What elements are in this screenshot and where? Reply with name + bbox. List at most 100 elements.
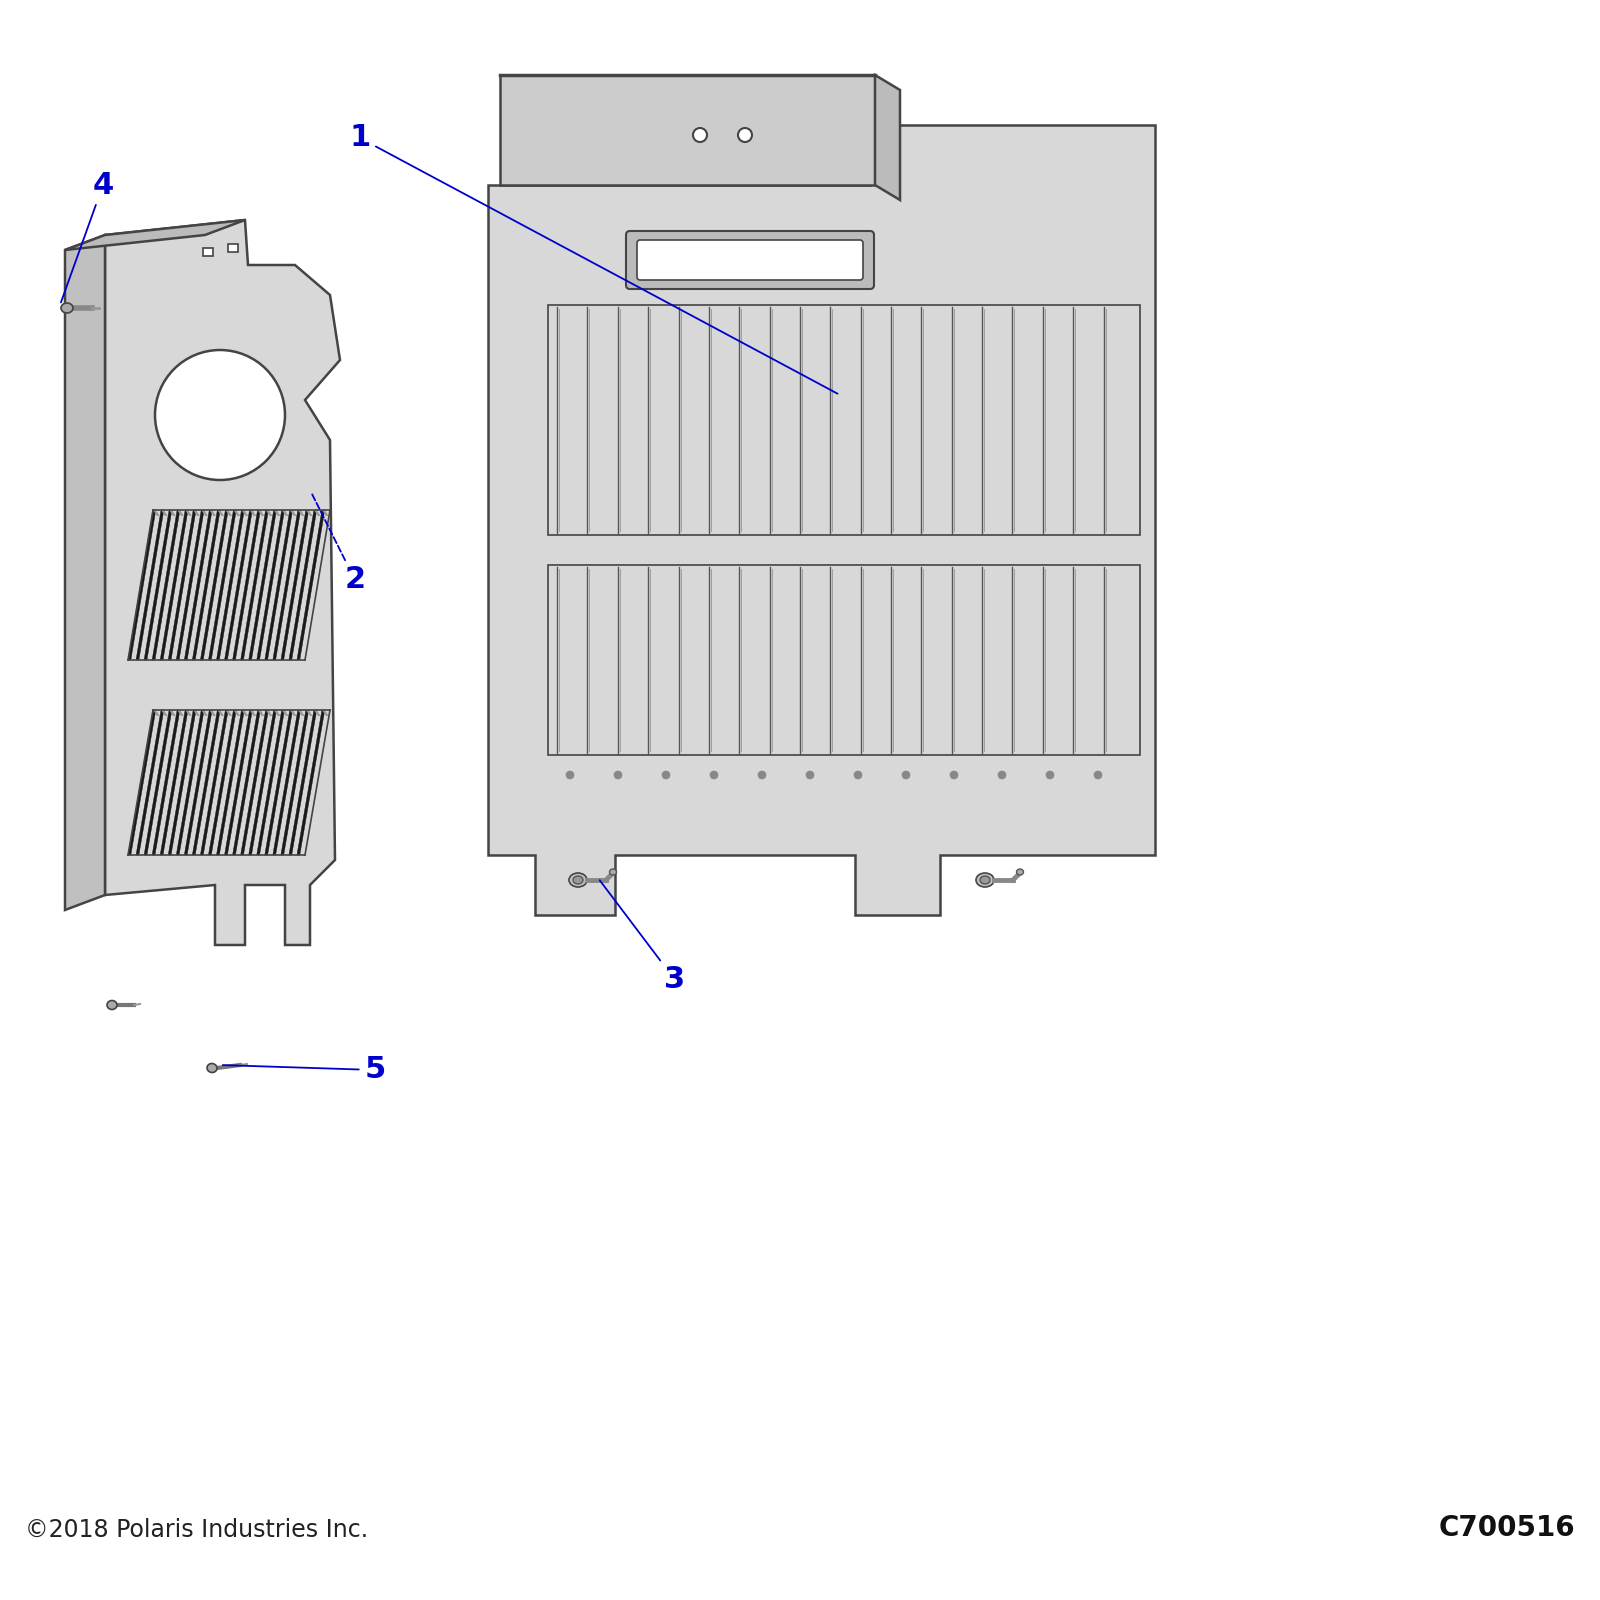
Circle shape — [155, 350, 285, 480]
Polygon shape — [186, 510, 192, 515]
Text: 2: 2 — [312, 493, 365, 595]
Polygon shape — [66, 219, 245, 250]
Polygon shape — [176, 710, 205, 854]
Polygon shape — [184, 710, 213, 854]
Polygon shape — [314, 510, 320, 515]
Polygon shape — [168, 510, 197, 659]
Polygon shape — [234, 710, 240, 717]
Text: ©2018 Polaris Industries Inc.: ©2018 Polaris Industries Inc. — [26, 1518, 368, 1542]
Circle shape — [1094, 771, 1102, 779]
Text: 1: 1 — [349, 123, 837, 394]
Polygon shape — [298, 710, 304, 717]
Circle shape — [662, 771, 670, 779]
Polygon shape — [242, 510, 248, 515]
Polygon shape — [274, 510, 301, 659]
Polygon shape — [232, 710, 261, 854]
Polygon shape — [128, 710, 155, 854]
Polygon shape — [248, 510, 277, 659]
Polygon shape — [210, 710, 216, 717]
Polygon shape — [274, 710, 301, 854]
Polygon shape — [152, 710, 179, 854]
Polygon shape — [290, 510, 296, 515]
Polygon shape — [256, 510, 285, 659]
Polygon shape — [282, 710, 288, 717]
Polygon shape — [218, 710, 224, 717]
Circle shape — [738, 128, 752, 142]
Polygon shape — [66, 235, 106, 910]
Polygon shape — [306, 510, 312, 515]
Polygon shape — [200, 710, 229, 854]
Bar — [547, 306, 1139, 534]
Polygon shape — [224, 510, 253, 659]
Polygon shape — [224, 710, 253, 854]
Circle shape — [693, 128, 707, 142]
Polygon shape — [136, 710, 163, 854]
Polygon shape — [210, 510, 216, 515]
Polygon shape — [216, 710, 245, 854]
Ellipse shape — [1016, 869, 1024, 875]
Polygon shape — [128, 510, 155, 659]
Polygon shape — [154, 510, 160, 515]
Bar — [229, 243, 238, 251]
Polygon shape — [232, 510, 261, 659]
FancyBboxPatch shape — [637, 240, 862, 280]
Circle shape — [998, 771, 1006, 779]
Polygon shape — [226, 710, 232, 717]
Polygon shape — [298, 510, 325, 659]
Bar — [547, 565, 1139, 755]
Polygon shape — [488, 125, 1155, 915]
Polygon shape — [178, 710, 184, 717]
Polygon shape — [160, 710, 187, 854]
Polygon shape — [248, 710, 277, 854]
Polygon shape — [234, 510, 240, 515]
Circle shape — [806, 771, 814, 779]
Polygon shape — [162, 510, 168, 515]
Polygon shape — [184, 510, 213, 659]
Polygon shape — [144, 710, 171, 854]
Polygon shape — [242, 710, 248, 717]
Polygon shape — [218, 510, 224, 515]
Ellipse shape — [570, 874, 587, 886]
Polygon shape — [290, 710, 296, 717]
Polygon shape — [192, 510, 221, 659]
Circle shape — [710, 771, 718, 779]
Polygon shape — [194, 510, 200, 515]
Text: C700516: C700516 — [1438, 1514, 1574, 1542]
Polygon shape — [314, 710, 320, 717]
Polygon shape — [194, 710, 200, 717]
Ellipse shape — [573, 877, 582, 883]
Polygon shape — [176, 510, 205, 659]
Polygon shape — [200, 510, 229, 659]
Polygon shape — [264, 710, 293, 854]
Polygon shape — [208, 710, 237, 854]
Polygon shape — [202, 710, 208, 717]
Circle shape — [758, 771, 766, 779]
Polygon shape — [322, 710, 328, 717]
Polygon shape — [178, 510, 184, 515]
Polygon shape — [226, 510, 232, 515]
Polygon shape — [250, 510, 256, 515]
Circle shape — [950, 771, 958, 779]
Circle shape — [1046, 771, 1054, 779]
Ellipse shape — [107, 1000, 117, 1010]
Polygon shape — [186, 710, 192, 717]
Circle shape — [902, 771, 910, 779]
Polygon shape — [258, 710, 264, 717]
Ellipse shape — [976, 874, 994, 886]
Circle shape — [614, 771, 622, 779]
Polygon shape — [290, 710, 317, 854]
Polygon shape — [170, 510, 176, 515]
Polygon shape — [154, 710, 160, 717]
Polygon shape — [256, 710, 285, 854]
Ellipse shape — [61, 302, 74, 314]
Polygon shape — [322, 510, 328, 515]
Text: 4: 4 — [61, 171, 114, 302]
Text: 5: 5 — [222, 1056, 386, 1085]
Polygon shape — [160, 510, 187, 659]
Polygon shape — [274, 710, 280, 717]
Ellipse shape — [610, 869, 616, 875]
Circle shape — [566, 771, 574, 779]
Polygon shape — [136, 510, 163, 659]
Polygon shape — [170, 710, 176, 717]
Polygon shape — [240, 710, 269, 854]
